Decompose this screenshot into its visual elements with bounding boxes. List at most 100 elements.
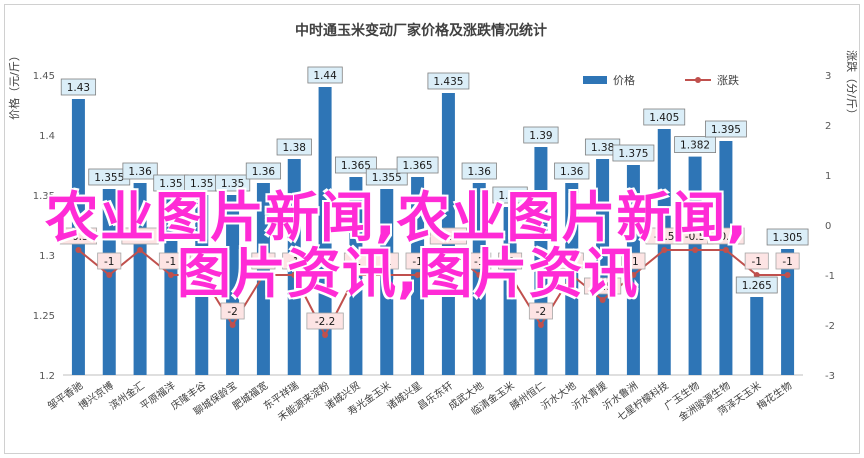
- line-point: [167, 272, 174, 278]
- line-point: [476, 272, 483, 278]
- bar-label-box: [122, 162, 158, 180]
- bar-label-box: [396, 156, 439, 174]
- line-point: [260, 272, 267, 278]
- line-data-label: -1.5: [592, 281, 613, 293]
- y-right-tick: -3: [825, 371, 835, 382]
- bar-data-label: 1.34: [498, 190, 522, 202]
- bar: [503, 207, 517, 375]
- bar-data-label: 1.35: [190, 178, 213, 190]
- bar-label-box: [492, 186, 528, 204]
- line-data-label: -1: [628, 256, 638, 268]
- line-point: [106, 272, 113, 278]
- y-left-label: 价格（元/斤）: [7, 50, 21, 120]
- line-point: [753, 272, 760, 278]
- line-data-label: -1: [351, 256, 361, 268]
- line-point: [661, 247, 668, 253]
- line-label-box: [374, 252, 399, 270]
- y-right-tick: 3: [825, 71, 831, 82]
- line-label-box: [189, 252, 214, 270]
- line-data-label: -0.5: [654, 231, 675, 243]
- bar-data-label: 1.355: [94, 172, 124, 184]
- bar: [226, 195, 240, 375]
- line-label-box: [59, 227, 98, 245]
- line-data-label: -1: [567, 256, 577, 268]
- line-data-label: -1: [104, 256, 114, 268]
- line-label-box: [220, 302, 245, 320]
- bar: [750, 297, 764, 375]
- bar: [195, 195, 209, 375]
- line-point: [692, 247, 699, 253]
- bar-label-box: [766, 228, 809, 246]
- bar: [318, 87, 332, 375]
- bar-data-label: 1.35: [221, 178, 244, 190]
- y-right-tick: 1: [825, 171, 831, 182]
- y-right-label: 涨跌（分/斤）: [845, 50, 859, 120]
- line-label-box: [621, 252, 646, 270]
- chart-title: 中时通玉米变动厂家价格及涨跌情况统计: [295, 22, 547, 39]
- bar-data-label: 1.305: [773, 232, 803, 244]
- line-point: [630, 272, 637, 278]
- y-right-tick: -2: [825, 321, 835, 332]
- y-left-tick: 1.35: [33, 191, 55, 202]
- bar-label-box: [612, 144, 655, 162]
- bar-data-label: 1.36: [468, 166, 492, 178]
- line-data-label: -1: [505, 256, 515, 268]
- line-point: [445, 247, 452, 253]
- bar-data-label: 1.43: [67, 82, 90, 94]
- series-line: [77, 248, 788, 338]
- bar-data-label: 1.39: [529, 130, 552, 142]
- y-left-tick: 1.3: [39, 251, 55, 262]
- line-data-label: -0.5: [685, 231, 706, 243]
- y-left-tick: 1.45: [33, 71, 55, 82]
- legend-swatch-price: [583, 76, 607, 84]
- bar: [688, 156, 702, 375]
- chart: 中时通玉米变动厂家价格及涨跌情况统计 价格（元/斤） 涨跌（分/斤） 1.2 1.…: [7, 22, 859, 424]
- line-data-label: -1: [412, 256, 422, 268]
- bar: [472, 183, 486, 375]
- bar-data-label: 1.265: [742, 280, 772, 292]
- line-label-box: [343, 252, 368, 270]
- line-label-box: [528, 302, 553, 320]
- bar-label-box: [60, 78, 97, 96]
- bar-data-label: 1.355: [372, 172, 402, 184]
- line-point: [322, 332, 329, 338]
- line-point: [568, 272, 575, 278]
- line-label-box: [158, 252, 183, 270]
- y-left-tick: 1.25: [33, 311, 55, 322]
- line-label-box: [467, 252, 492, 270]
- line-point: [722, 247, 729, 253]
- line-data-label: -2: [227, 306, 237, 318]
- line-point: [383, 272, 390, 278]
- bar-label-box: [735, 276, 778, 294]
- line-point: [784, 272, 791, 278]
- line-data-label: -2.2: [315, 316, 336, 328]
- bar: [102, 189, 116, 375]
- line-data-label: -1: [258, 256, 268, 268]
- bar-label-box: [461, 162, 497, 180]
- bar-label-box: [643, 108, 686, 126]
- line-label-box: [498, 252, 523, 270]
- line-point: [352, 272, 359, 278]
- x-category-label: 梅花生物: [754, 379, 794, 413]
- y-right-tick: 0: [825, 221, 831, 232]
- line-label-box: [583, 277, 622, 295]
- bar-data-label: 1.36: [128, 166, 152, 178]
- y-left-tick: 1.4: [39, 131, 55, 142]
- line-point: [507, 272, 514, 278]
- watermark-line-1: 农业图片新闻,农业图片新闻,: [45, 186, 749, 249]
- line-data-label: -1: [166, 256, 176, 268]
- bar: [164, 195, 178, 375]
- watermark-line-2: 图片资讯,图片资讯: [177, 242, 639, 305]
- bar-label-box: [276, 138, 312, 156]
- bar-data-label: 1.36: [252, 166, 276, 178]
- line-data-label: -1: [752, 256, 762, 268]
- line-data-label: -2: [536, 306, 546, 318]
- bar-data-label: 1.365: [341, 160, 371, 172]
- bar-label-box: [245, 162, 282, 180]
- bar-label-box: [307, 66, 343, 84]
- line-label-box: [282, 252, 307, 270]
- line-label-box: [405, 252, 430, 270]
- bar-data-label: 1.395: [711, 124, 741, 136]
- y-right-tick: -1: [825, 271, 835, 282]
- line-label-box: [707, 227, 745, 245]
